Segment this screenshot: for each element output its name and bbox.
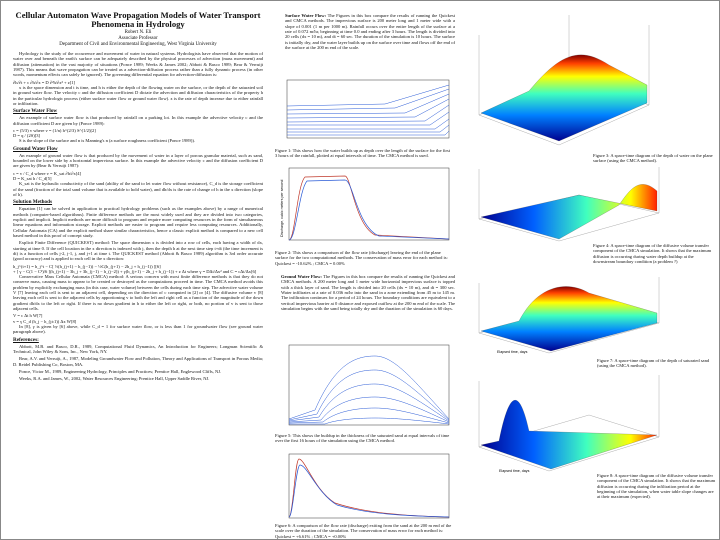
equation-expression: c = (5/3) v where v = (1/n) h^(2/3) S^(1… bbox=[13, 127, 91, 133]
caption: Figure 3: A space-time diagram of the de… bbox=[593, 153, 713, 164]
left-column: Hydrology is the study of the occurrence… bbox=[13, 51, 263, 535]
box-text: The Figures in this box compare the resu… bbox=[285, 13, 455, 50]
paragraph: In [8], γ is given by [6] above, while C… bbox=[13, 323, 263, 335]
box-heading: Ground Water Flow: bbox=[281, 274, 322, 279]
equation-number: [6] bbox=[250, 268, 257, 274]
box-heading: Surface Water Flow: bbox=[285, 13, 327, 18]
equation: v = γ C_d (h_j − h_(j±1)) Δx W[8] bbox=[13, 319, 263, 324]
equation: c = v / C_d where v = K_sat ∂h/∂x[4] bbox=[13, 171, 263, 176]
equation-number: [6] bbox=[155, 263, 161, 269]
equation-number: [4] bbox=[75, 170, 82, 176]
paragraph: Hydrology is the study of the occurrence… bbox=[13, 51, 263, 78]
paragraph: Conservative Mass Cellular Automata (CMC… bbox=[13, 274, 263, 312]
paragraph: x is the space dimension and t is time, … bbox=[13, 84, 263, 106]
section-heading: Solution Methods bbox=[13, 199, 53, 206]
paragraph: S is the slope of the surface and n is M… bbox=[19, 138, 195, 144]
paragraph: Explicit Finite Difference (QUICKEST) me… bbox=[13, 240, 263, 262]
equation-expression: + [ γ − C(1 − C²)/6 ](h_(j+1) − 3h_j + 3… bbox=[13, 268, 251, 274]
section-heading: Ground Water Flow bbox=[13, 145, 58, 152]
equation-expression: c = v / C_d where v = K_sat ∂h/∂x bbox=[13, 170, 76, 176]
paragraph: Abbott, M.B. and Basco, D.R., 1989, Comp… bbox=[13, 343, 263, 354]
paragraph: Ponce, Victor M., 1989, Engineering Hydr… bbox=[19, 368, 222, 374]
y-axis-label: Discharge, cubic meters per second bbox=[280, 180, 284, 237]
figure-1 bbox=[286, 79, 450, 139]
equation: + [ γ − C(1 − C²)/6 ](h_(j+1) − 3h_j + 3… bbox=[13, 269, 263, 274]
header: Cellular Automaton Wave Propagation Mode… bbox=[13, 10, 263, 48]
equation-expression: ∂h/∂t + c ∂h/∂x = D ∂²h/∂x² + z bbox=[13, 79, 70, 85]
equation-number: [1] bbox=[69, 79, 76, 85]
position: Associate Professor bbox=[118, 35, 158, 41]
equation-number: [2] bbox=[90, 127, 96, 133]
equation-number: [3] bbox=[34, 133, 41, 139]
figure-6 bbox=[288, 453, 450, 519]
equation-expression: D = q / (2S) bbox=[13, 133, 35, 139]
figure-3 bbox=[478, 15, 650, 146]
box-text: The Figures in this box compare the resu… bbox=[281, 274, 455, 311]
ground-box: Ground Water Flow: The Figures in this b… bbox=[281, 274, 455, 311]
equation-expression: h_j^(t+1) = h_j^t − C[ ½(h_(j+1) − h_(j−… bbox=[13, 263, 156, 269]
paragraph: An example of ground water flow is that … bbox=[13, 152, 263, 169]
equation-number: [7] bbox=[37, 313, 43, 319]
figure-5 bbox=[288, 344, 450, 426]
equation: D = q / (2S)[3] bbox=[13, 133, 263, 138]
equation-row: ∂h/∂t + c ∂h/∂x = D ∂²h/∂x² + z[1] bbox=[13, 80, 263, 85]
equation-expression: D = K_sat h / C_d bbox=[13, 176, 47, 182]
equation: h_j^(t+1) = h_j^t − C[ ½(h_(j+1) − h_(j−… bbox=[13, 264, 263, 269]
surface-box: Surface Water Flow: The Figures in this … bbox=[285, 13, 455, 50]
section-heading: Surface Water Flow bbox=[13, 108, 58, 115]
x-axis-label: Elapsed time, days bbox=[497, 350, 528, 354]
figure-4 bbox=[478, 167, 660, 242]
caption: Figure 5: This shows the buildup in the … bbox=[275, 433, 450, 444]
caption: Figure 7: A space-time diagram of the de… bbox=[597, 358, 710, 369]
equation-expression: V = c Δt h W bbox=[13, 313, 38, 319]
equation-row: h_j^(t+1) = h_j^t − C[ ½(h_(j+1) − h_(j−… bbox=[13, 264, 263, 269]
figure-8: Elapsed time, days bbox=[478, 375, 660, 473]
paragraph: K_sat is the hydraulic conductivity of t… bbox=[13, 181, 263, 198]
title: Cellular Automaton Wave Propagation Mode… bbox=[15, 10, 261, 30]
figure-7: Elapsed time, days bbox=[478, 277, 660, 354]
figure-2: Discharge, cubic meters per second bbox=[280, 167, 450, 241]
section-heading: References: bbox=[13, 336, 39, 343]
equation: c = (5/3) v where v = (1/n) h^(2/3) S^(1… bbox=[13, 128, 263, 133]
equation-number: [5] bbox=[46, 176, 52, 182]
caption: Figure 2: This shows a comparison of the… bbox=[275, 250, 448, 266]
paragraph: Weeks, R.A. and James, W., 2002, Water R… bbox=[19, 376, 210, 382]
equation-row: + [ γ − C(1 − C²)/6 ](h_(j+1) − 3h_j + 3… bbox=[13, 269, 263, 274]
caption: Figure 6: A comparison of the flow rate … bbox=[275, 523, 452, 539]
equation: D = K_sat h / C_d[5] bbox=[13, 176, 263, 181]
paragraph: An example of surface water flow is that… bbox=[13, 115, 263, 126]
author: Robert N. Eli bbox=[124, 29, 152, 35]
equation: ∂h/∂t + c ∂h/∂x = D ∂²h/∂x² + z[1] bbox=[13, 80, 263, 85]
equation-row: c = (5/3) v where v = (1/n) h^(2/3) S^(1… bbox=[13, 128, 263, 139]
caption: Figure 4: A space-time diagram of the di… bbox=[593, 243, 712, 264]
equation-expression: v = γ C_d (h_j − h_(j±1)) Δx W bbox=[13, 318, 71, 324]
department: Department of Civil and Environmental En… bbox=[59, 41, 217, 47]
equation-row: V = c Δt h W[7] v = γ C_d (h_j − h_(j±1))… bbox=[13, 313, 263, 324]
paragraph: Equation [1] can be solved in applicatio… bbox=[13, 206, 263, 238]
equation-row: c = v / C_d where v = K_sat ∂h/∂x[4] D = … bbox=[13, 171, 263, 182]
equation: V = c Δt h W[7] bbox=[13, 313, 263, 318]
paragraph: Bear, A.V. and Verruijt, A., 1987, Model… bbox=[13, 356, 263, 367]
caption: Figure 1: This shows how the water build… bbox=[275, 148, 451, 159]
x-axis-label: Elapsed time, days bbox=[499, 469, 530, 473]
caption: Figure 8: A space-time diagram of the di… bbox=[597, 473, 716, 500]
equation-number: [8] bbox=[70, 318, 77, 324]
